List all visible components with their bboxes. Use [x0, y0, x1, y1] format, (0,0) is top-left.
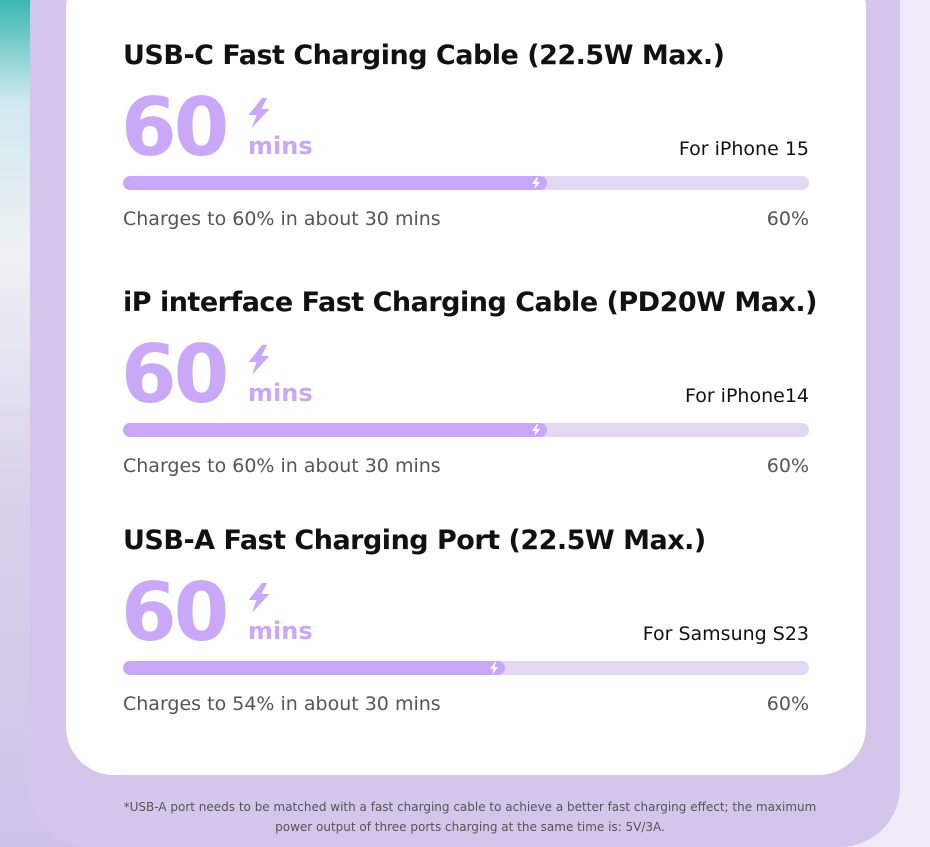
progress-fill — [123, 661, 505, 675]
charge-time-value: 60 — [121, 81, 229, 174]
device-label: For iPhone 15 — [678, 138, 809, 160]
charge-description: Charges to 54% in about 30 mins — [123, 693, 441, 715]
section-title: USB-C Fast Charging Cable (22.5W Max.) — [123, 40, 725, 71]
progress-fill — [123, 423, 547, 437]
progress-fill — [123, 176, 547, 190]
progress-bar — [123, 176, 809, 190]
charge-time-unit: mins — [248, 379, 313, 407]
device-label: For Samsung S23 — [642, 623, 809, 645]
charge-description: Charges to 60% in about 30 mins — [123, 455, 441, 477]
section-title: iP interface Fast Charging Cable (PD20W … — [123, 287, 817, 318]
progress-bar — [123, 661, 809, 675]
section-title: USB-A Fast Charging Port (22.5W Max.) — [123, 525, 706, 556]
charge-time-unit: mins — [248, 617, 313, 645]
percent-label: 60% — [766, 208, 809, 230]
charge-description: Charges to 60% in about 30 mins — [123, 208, 441, 230]
progress-bar — [123, 423, 809, 437]
device-label: For iPhone14 — [684, 385, 809, 407]
lightning-bolt-icon — [248, 98, 274, 128]
charge-time-unit: mins — [248, 132, 313, 160]
footnote: *USB-A port needs to be matched with a f… — [123, 800, 817, 834]
percent-label: 60% — [766, 693, 809, 715]
lightning-bolt-icon — [248, 345, 274, 375]
lightning-bolt-icon — [248, 583, 274, 613]
charging-info-card — [66, 0, 866, 775]
charge-time-value: 60 — [121, 328, 229, 421]
charge-time-value: 60 — [121, 566, 229, 659]
percent-label: 60% — [766, 455, 809, 477]
